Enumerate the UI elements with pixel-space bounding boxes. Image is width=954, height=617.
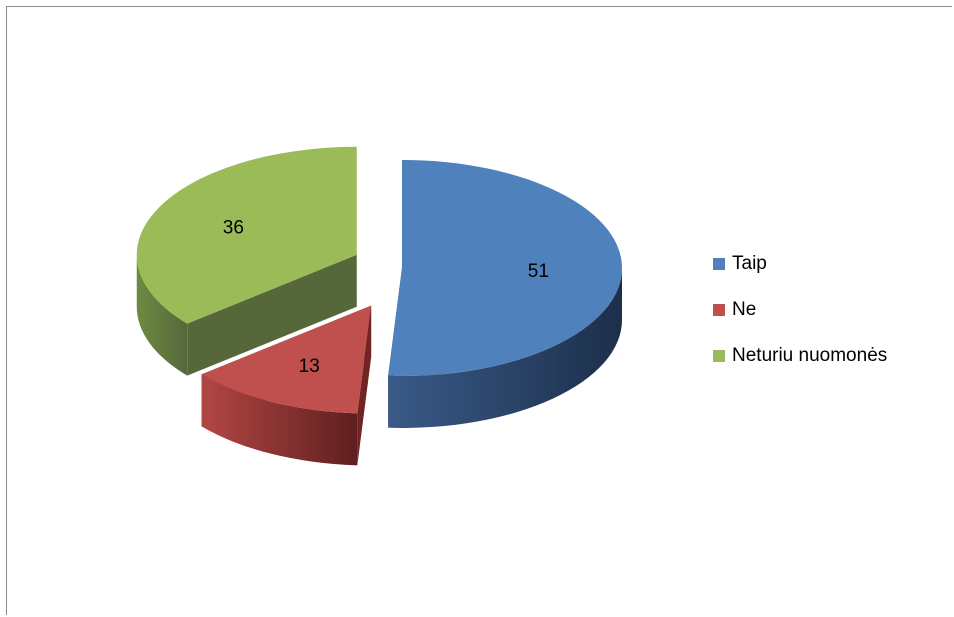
legend-item-neturiu-nuomones: Neturiu nuomonės <box>713 344 887 368</box>
legend-item-ne: Ne <box>713 298 887 322</box>
chart-frame <box>6 6 952 615</box>
legend-swatch <box>713 304 725 316</box>
pie-slice-0 <box>388 160 622 428</box>
legend-label: Ne <box>732 299 757 320</box>
legend-item-taip: Taip <box>713 252 887 276</box>
data-label-0: 51 <box>528 261 549 282</box>
legend-label: Taip <box>732 253 767 274</box>
slice-side <box>388 268 622 428</box>
slice-top <box>201 305 372 414</box>
legend-label: Neturiu nuomonės <box>732 345 888 366</box>
legend: Taip Ne Neturiu nuomonės <box>713 252 887 390</box>
data-label-2: 36 <box>223 217 244 238</box>
pie-slice-2 <box>136 146 357 376</box>
legend-swatch <box>713 258 725 270</box>
legend-swatch <box>713 350 725 362</box>
pie-slice-1 <box>201 305 372 466</box>
slice-side <box>136 254 188 376</box>
data-label-1: 13 <box>299 356 320 377</box>
slice-top <box>136 146 357 324</box>
slice-wall <box>187 254 357 376</box>
slice-side <box>201 374 358 466</box>
slice-top <box>388 160 622 376</box>
